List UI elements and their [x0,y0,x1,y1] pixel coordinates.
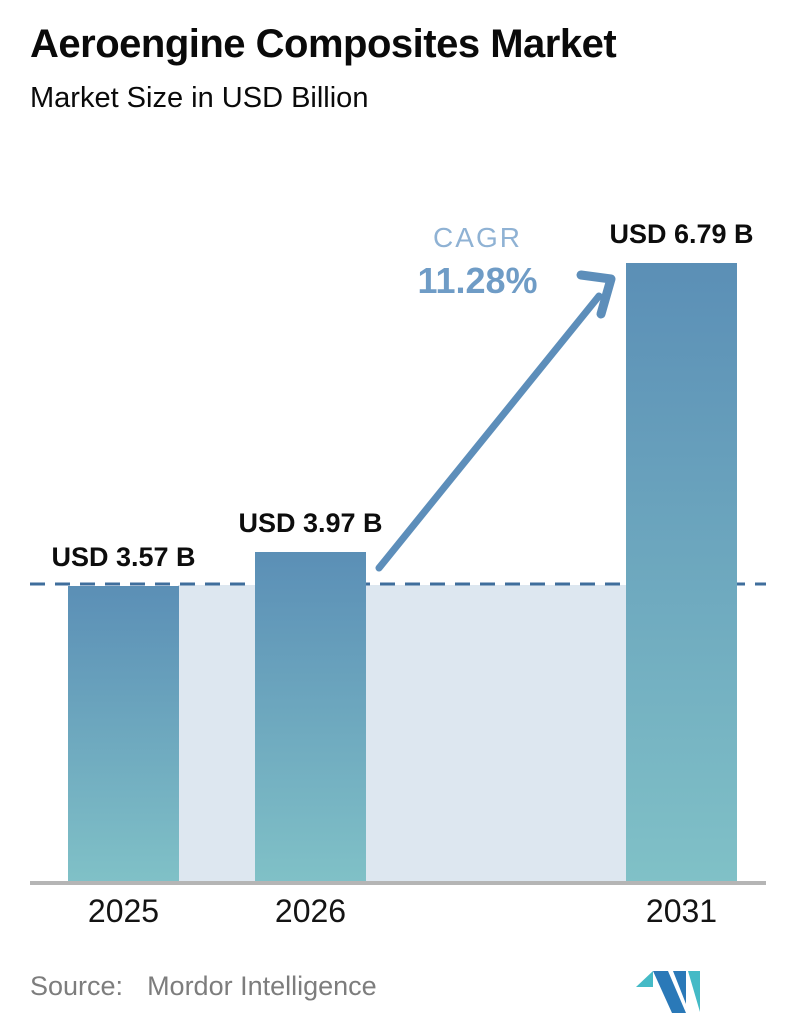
logo-teal-left-triangle [636,971,653,987]
mordor-intelligence-logo [636,971,700,1013]
source-label: Source: [30,971,124,1001]
bar-2025 [68,586,179,883]
cagr-label: CAGR [433,222,522,253]
chart-title: Aeroengine Composites Market [30,22,617,66]
logo-blue-diagonal [653,971,686,1013]
source-value: Mordor Intelligence [147,971,377,1001]
x-axis-label-2026: 2026 [274,893,347,929]
cagr-annotation: CAGR 11.28% [385,222,570,302]
x-axis-label-2025: 2025 [87,893,160,929]
arrow-head [576,270,616,319]
x-axis-label-2031: 2031 [645,893,718,929]
bar-2026 [255,552,366,883]
bar-value-label-2026: USD 3.97 B [238,508,383,538]
plot-background-band [178,585,630,883]
x-axis-line [30,881,766,885]
chart-subtitle: Market Size in USD Billion [30,82,369,114]
bar-value-label-2025: USD 3.57 B [51,542,196,572]
bar-2031 [626,263,737,883]
cagr-value: 11.28% [417,260,538,301]
logo-teal-right-triangle [688,971,700,1012]
logo-blue-right-triangle [673,971,686,1004]
source-row: Source: Mordor Intelligence [30,971,377,1002]
bar-value-label-2031: USD 6.79 B [609,219,754,249]
